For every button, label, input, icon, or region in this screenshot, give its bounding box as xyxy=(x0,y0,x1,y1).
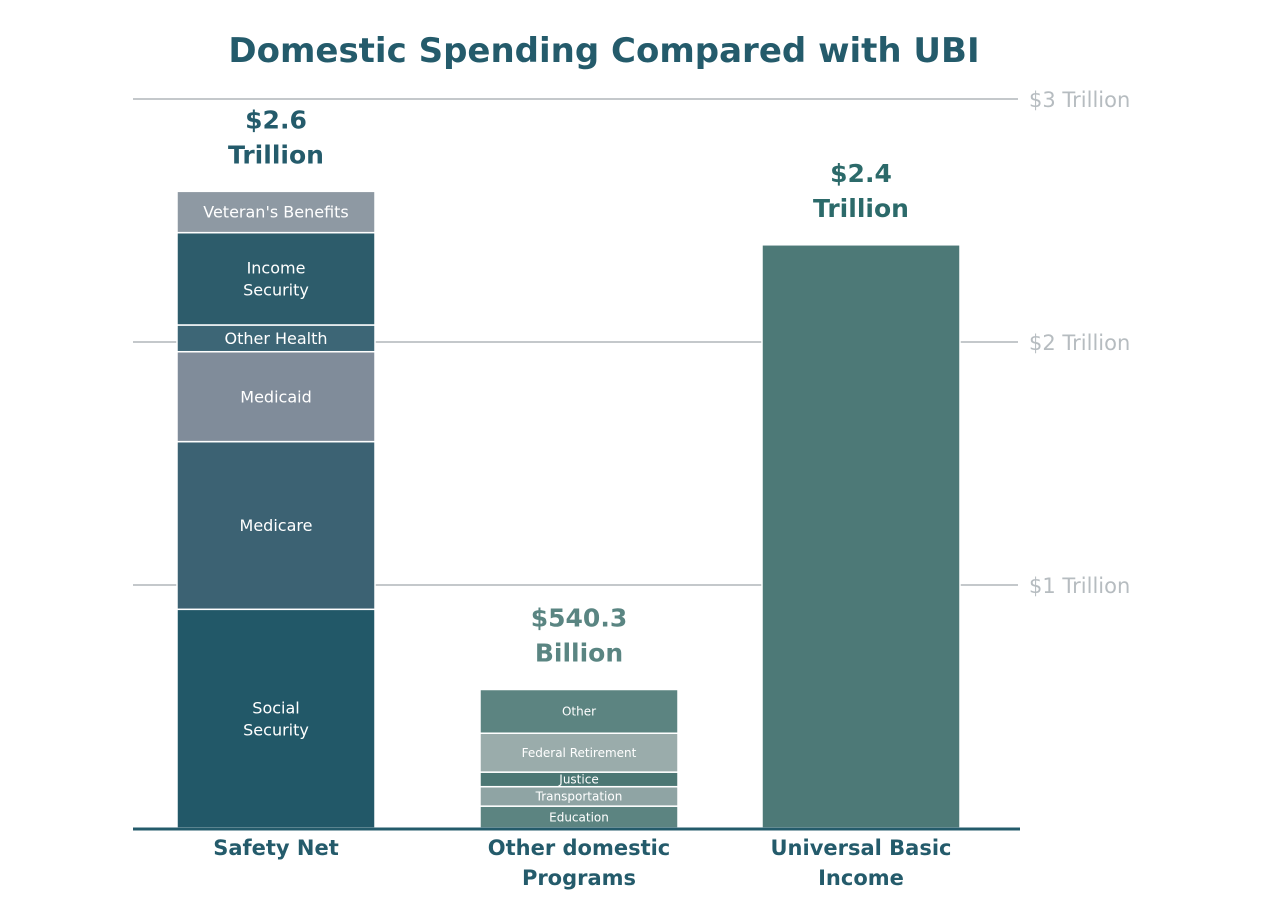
bar-segment xyxy=(176,190,376,234)
segment-label: Security xyxy=(243,280,309,299)
bar-segment xyxy=(479,688,679,734)
bar-total-label: Trillion xyxy=(228,140,324,169)
segment-label: Income xyxy=(247,258,306,277)
y-tick-label: $1 Trillion xyxy=(1029,574,1130,598)
segment-label: Other Health xyxy=(224,329,327,348)
category-label: Income xyxy=(818,866,904,890)
bar-total-label: Billion xyxy=(535,638,623,667)
bar-segment xyxy=(176,324,376,353)
segment-label: Medicare xyxy=(240,516,313,535)
y-tick-label: $2 Trillion xyxy=(1029,331,1130,355)
bar-segment xyxy=(176,231,376,326)
segment-label: Education xyxy=(549,810,609,824)
segment-label: Social xyxy=(252,698,299,717)
y-tick-label: $3 Trillion xyxy=(1029,88,1130,112)
category-label: Safety Net xyxy=(213,836,339,860)
category-label: Universal Basic xyxy=(771,836,952,860)
bar-total-label: $2.6 xyxy=(245,105,307,134)
bar-segment xyxy=(761,244,961,829)
segment-label: Federal Retirement xyxy=(522,746,637,760)
bar-segment xyxy=(479,732,679,773)
labels: $1 Trillion $2 Trillion $3 Trillion Social S… xyxy=(203,88,1130,890)
segment-label: Other xyxy=(562,705,596,719)
segment-label: Security xyxy=(243,720,309,739)
category-label: Programs xyxy=(522,866,636,890)
bar-segment xyxy=(176,350,376,443)
bars xyxy=(176,190,961,829)
segment-label: Veteran's Benefits xyxy=(203,203,349,222)
segment-label: Medicaid xyxy=(240,387,311,406)
bar-total-label: $2.4 xyxy=(830,159,892,188)
segment-label: Transportation xyxy=(535,790,623,804)
bar-total-label: $540.3 xyxy=(531,603,627,632)
category-label: Other domestic xyxy=(488,836,671,860)
chart-title: Domestic Spending Compared with UBI xyxy=(228,31,979,71)
bar-total-label: Trillion xyxy=(813,194,909,223)
segment-label: Justice xyxy=(558,773,598,787)
bar-segment xyxy=(176,608,376,829)
